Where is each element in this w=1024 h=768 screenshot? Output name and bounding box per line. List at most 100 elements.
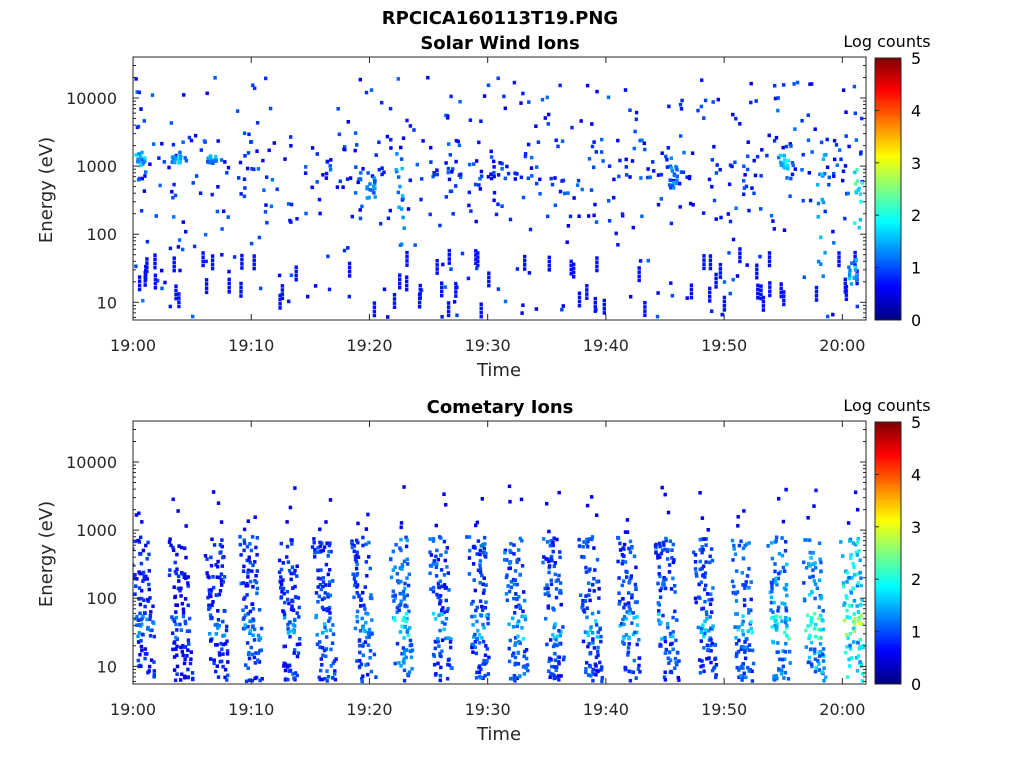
spectrogram-pixel xyxy=(246,519,250,523)
spectrogram-pixel xyxy=(592,546,596,550)
spectrogram-pixel xyxy=(859,583,863,588)
spectrogram-pixel xyxy=(240,262,244,266)
spectrogram-pixel xyxy=(239,581,243,586)
spectrogram-pixel xyxy=(553,651,557,656)
spectrogram-pixel xyxy=(142,598,146,602)
spectrogram-pixel xyxy=(582,540,586,544)
spectrogram-pixel xyxy=(635,615,639,619)
spectrogram-pixel xyxy=(781,664,785,669)
spectrogram-pixel xyxy=(733,552,738,556)
spectrogram-pixel xyxy=(434,672,438,676)
spectrogram-pixel xyxy=(324,654,328,659)
spectrogram-pixel xyxy=(700,545,704,549)
spectrogram-pixel xyxy=(620,561,624,566)
spectrogram-pixel xyxy=(680,98,684,103)
spectrogram-pixel xyxy=(589,188,594,192)
spectrogram-pixel xyxy=(205,91,209,96)
spectrogram-pixel xyxy=(397,175,401,179)
spectrogram-pixel xyxy=(221,664,225,669)
spectrogram-pixel xyxy=(550,664,554,669)
spectrogram-pixel xyxy=(359,598,363,602)
spectrogram-pixel xyxy=(405,593,409,598)
spectrogram-pixel xyxy=(249,140,253,144)
spectrogram-pixel xyxy=(248,579,253,584)
spectrogram-pixel xyxy=(138,652,142,657)
spectrogram-pixel xyxy=(561,625,565,629)
spectrogram-pixel xyxy=(630,593,634,597)
spectrogram-pixel xyxy=(476,259,480,263)
spectrogram-pixel xyxy=(761,304,766,308)
spectrogram-pixel xyxy=(710,158,714,162)
spectrogram-pixel xyxy=(405,287,409,292)
spectrogram-pixel xyxy=(393,596,397,600)
spectrogram-pixel xyxy=(431,539,436,543)
spectrogram-pixel xyxy=(373,186,377,191)
spectrogram-pixel xyxy=(372,305,377,309)
spectrogram-pixel xyxy=(738,259,742,264)
spectrogram-pixel xyxy=(741,546,746,551)
spectrogram-pixel xyxy=(559,602,563,607)
spectrogram-pixel xyxy=(577,214,581,218)
spectrogram-pixel xyxy=(180,672,184,677)
spectrogram-pixel xyxy=(249,548,254,553)
spectrogram-pixel xyxy=(480,573,484,578)
spectrogram-pixel xyxy=(296,596,301,600)
spectrogram-pixel xyxy=(329,549,333,554)
spectrogram-pixel xyxy=(405,616,409,621)
spectrogram-pixel xyxy=(174,635,178,640)
spectrogram-pixel xyxy=(478,176,482,181)
spectrogram-pixel xyxy=(188,661,193,666)
spectrogram-pixel xyxy=(792,82,796,86)
spectrogram-pixel xyxy=(179,628,183,632)
spectrogram-pixel xyxy=(207,588,211,592)
spectrogram-pixel xyxy=(370,618,374,622)
spectrogram-pixel xyxy=(593,296,597,301)
spectrogram-pixel xyxy=(517,619,521,624)
spectrogram-pixel xyxy=(356,521,360,526)
spectrogram-pixel xyxy=(207,603,211,608)
spectrogram-pixel xyxy=(638,259,643,263)
spectrogram-pixel xyxy=(809,556,813,560)
spectrogram-pixel xyxy=(245,166,250,171)
x-axis-ticks: 19:00 19:10 19:20 19:30 19:40 19:50 20:00 xyxy=(110,57,865,355)
spectrogram-pixel xyxy=(183,572,187,576)
spectrogram-pixel xyxy=(676,675,680,680)
spectrogram-pixel xyxy=(406,583,411,588)
spectrogram-pixel xyxy=(402,597,406,601)
spectrogram-pixel xyxy=(747,567,751,571)
spectrogram-pixel xyxy=(368,182,372,186)
spectrogram-pixel xyxy=(707,656,711,660)
spectrogram-pixel xyxy=(279,586,283,590)
spectrogram-pixel xyxy=(136,538,140,543)
spectrogram-pixel xyxy=(856,188,860,192)
spectrogram-pixel xyxy=(581,603,585,608)
spectrogram-pixel xyxy=(804,538,808,542)
spectrogram-pixel xyxy=(168,246,173,251)
spectrogram-pixel xyxy=(659,551,664,556)
spectrogram-pixel xyxy=(663,651,667,655)
spectrogram-pixel xyxy=(666,625,670,630)
spectrogram-pixel xyxy=(784,608,789,613)
spectrogram-pixel xyxy=(176,509,180,513)
spectrogram-pixel xyxy=(552,564,556,569)
spectrogram-pixel xyxy=(255,149,259,153)
spectrogram-pixel xyxy=(549,176,553,181)
spectrogram-pixel xyxy=(735,665,739,670)
spectrogram-pixel xyxy=(521,637,526,641)
spectrogram-pixel xyxy=(361,626,365,630)
spectrogram-pixel xyxy=(487,283,491,288)
spectrogram-pixel xyxy=(620,622,624,626)
spectrogram-pixel xyxy=(357,594,361,599)
spectrogram-pixel xyxy=(355,585,359,589)
spectrogram-pixel xyxy=(324,171,329,176)
spectrogram-pixel xyxy=(209,590,213,594)
spectrogram-pixel xyxy=(766,544,770,548)
spectrogram-pixel xyxy=(633,129,637,134)
spectrogram-pixel xyxy=(848,664,852,668)
spectrogram-pixel xyxy=(731,277,735,282)
spectrogram-pixel xyxy=(394,168,398,172)
spectrogram-pixel xyxy=(585,292,589,296)
spectrogram-pixel xyxy=(475,552,479,556)
spectrogram-pixel xyxy=(553,561,557,565)
